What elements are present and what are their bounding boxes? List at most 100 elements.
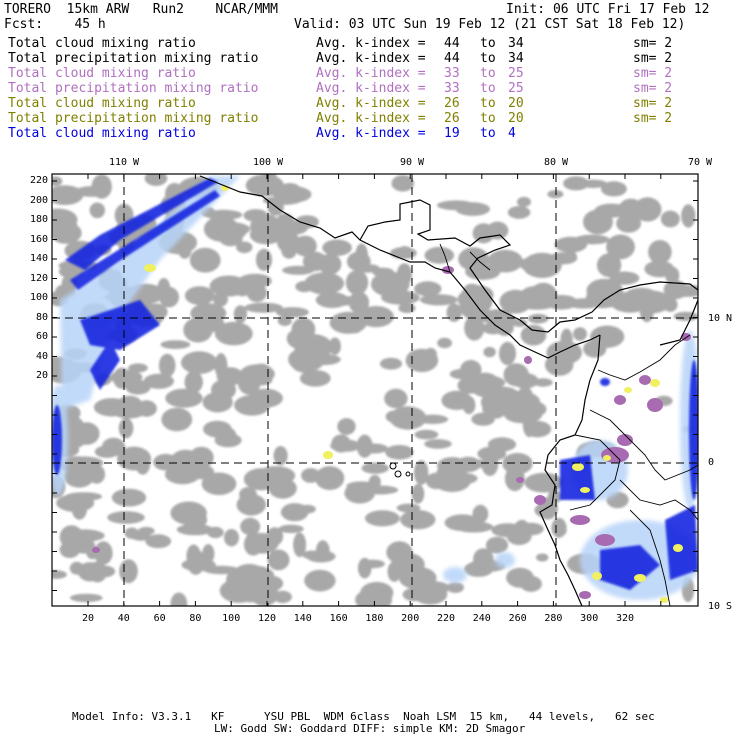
cloud-blob (65, 492, 103, 501)
galapagos-islands (389, 462, 411, 478)
cloud-blob (233, 305, 247, 324)
cloud-blob (315, 466, 345, 491)
cloud-blob (329, 311, 367, 334)
cloud-blob (573, 327, 587, 341)
legend-b: 25 (508, 66, 524, 81)
cloud-blob (224, 529, 239, 547)
cloud-blob (275, 213, 295, 234)
cloud-blob (52, 570, 67, 579)
cloud-blob (360, 581, 394, 604)
cloud-blob (128, 363, 148, 373)
cloud-blob (261, 174, 278, 190)
cloud-blob (524, 472, 564, 493)
cloud-blob (460, 360, 482, 379)
cloud-blob (158, 353, 176, 378)
cloud-blob (295, 281, 314, 293)
legend-b: 20 (508, 111, 524, 126)
cloud-blob (247, 388, 283, 408)
cloud-blob (345, 270, 369, 295)
axis-label: 140 (29, 253, 48, 264)
cloud-blob (673, 311, 698, 321)
cloud-blob (590, 325, 625, 348)
cloud-blob (205, 209, 243, 220)
cloud-blob (424, 347, 438, 362)
cloud-blob (586, 278, 623, 304)
axis-label: 20 (81, 613, 95, 624)
cloud-blob (391, 175, 415, 192)
legend-avg: Avg. k-index = (316, 111, 426, 126)
legend-to: to (480, 96, 496, 111)
axis-label: 70 W (687, 157, 713, 168)
cloud-blob (528, 313, 549, 324)
cloud-blob (215, 222, 251, 237)
legend-field: Total cloud mixing ratio (8, 66, 196, 81)
axis-label: 100 W (252, 157, 284, 168)
cloud-blob (370, 271, 410, 297)
cloud-blob (609, 271, 640, 285)
legend-field: Total cloud mixing ratio (8, 36, 196, 51)
cloud-blob (304, 272, 345, 295)
legend-row: Total cloud mixing ratio Avg. k-index = 33… (8, 66, 738, 81)
cloud-blob (69, 561, 84, 575)
cloud-blob (667, 284, 698, 297)
cloud-blob (563, 250, 577, 263)
cloud-blob (298, 504, 316, 514)
physics-info-line: LW: Godd SW: Goddard DIFF: simple KM: 2D… (214, 722, 526, 735)
cloud-blob (563, 176, 590, 191)
cloud-blob (233, 588, 270, 603)
axis-label: 280 (544, 613, 563, 624)
cloud-blob (60, 456, 95, 475)
cloud-blob (119, 559, 138, 584)
legend-to: to (480, 126, 496, 141)
cloud-blob (437, 337, 452, 349)
legend-avg: Avg. k-index = (316, 126, 426, 141)
cloud-blob (267, 549, 290, 571)
legend-sm: sm= 2 (633, 111, 673, 126)
cloud-blob (424, 439, 452, 449)
cloud-blob (331, 434, 351, 453)
cloud-blob (189, 247, 221, 273)
cloud-blob (499, 341, 516, 366)
cloud-blob (165, 388, 203, 408)
cloud-blob (299, 370, 331, 387)
legend-row: Total cloud mixing ratio Avg. k-index = 44… (8, 36, 738, 51)
cloud-blob (203, 565, 240, 575)
cloud-blob (517, 196, 531, 207)
cloud-blob (660, 210, 680, 228)
cloud-blob (302, 251, 328, 272)
cloud-blob (268, 477, 297, 499)
cloud-blob (465, 264, 501, 280)
axis-label: 300 (580, 613, 599, 624)
cloud-blob (499, 289, 532, 314)
cloud-blob (137, 526, 155, 536)
cloud-blob (506, 567, 534, 588)
legend-b: 34 (508, 51, 524, 66)
cloud-blob (244, 302, 283, 313)
cloud-blob (385, 445, 414, 460)
axis-label: 110 W (108, 157, 140, 168)
cloud-blob (145, 534, 172, 549)
legend-sm: sm= 2 (633, 81, 673, 96)
cloud-blob (455, 202, 490, 216)
cloud-blob (255, 248, 273, 271)
cloud-blob (70, 593, 103, 603)
cloud-blob (337, 418, 356, 435)
cloud-blob (277, 183, 303, 204)
cloud-blob (176, 523, 214, 536)
cloud-blob (273, 446, 288, 466)
cloud-blob (464, 315, 485, 341)
cloud-blob (506, 527, 532, 546)
cloud-blob (187, 464, 215, 480)
cloud-blob (275, 307, 309, 318)
legend-avg: Avg. k-index = (316, 96, 426, 111)
cloud-blob (507, 206, 531, 219)
legend-to: to (480, 51, 496, 66)
axis-label: 40 (35, 350, 48, 362)
cloud-blob (567, 298, 601, 309)
cloud-blob (277, 231, 300, 253)
init-time: Init: 06 UTC Fri 17 Feb 12 (506, 2, 710, 17)
legend-field: Total precipitation mixing ratio (8, 111, 259, 126)
legend-avg: Avg. k-index = (316, 36, 426, 51)
cloud-blob (485, 536, 509, 554)
